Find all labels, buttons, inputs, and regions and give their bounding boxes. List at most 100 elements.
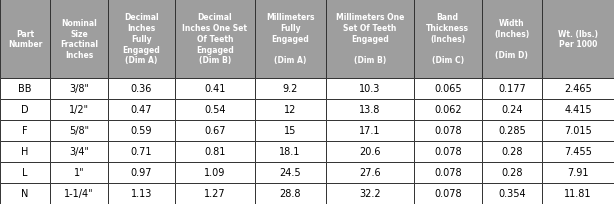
- Text: Nominal
Size
Fractinal
Inches: Nominal Size Fractinal Inches: [60, 19, 98, 60]
- Bar: [0, 141, 50, 162]
- Bar: [255, 100, 325, 120]
- Text: 1/2": 1/2": [69, 105, 89, 115]
- Text: 2.465: 2.465: [564, 84, 592, 94]
- Bar: [175, 162, 255, 183]
- Bar: [414, 183, 481, 204]
- Bar: [542, 162, 614, 183]
- Text: 12: 12: [284, 105, 297, 115]
- Text: 1.13: 1.13: [131, 188, 152, 198]
- Bar: [325, 100, 414, 120]
- Text: 0.078: 0.078: [434, 188, 462, 198]
- Bar: [325, 0, 414, 79]
- Bar: [542, 141, 614, 162]
- Bar: [255, 79, 325, 100]
- Bar: [414, 120, 481, 141]
- Bar: [50, 141, 107, 162]
- Bar: [175, 141, 255, 162]
- Text: 7.455: 7.455: [564, 147, 592, 157]
- Text: L: L: [23, 168, 28, 178]
- Text: 24.5: 24.5: [279, 168, 301, 178]
- Text: 28.8: 28.8: [279, 188, 301, 198]
- Bar: [107, 162, 175, 183]
- Text: N: N: [21, 188, 29, 198]
- Bar: [542, 0, 614, 79]
- Text: 9.2: 9.2: [282, 84, 298, 94]
- Text: 0.59: 0.59: [131, 126, 152, 136]
- Text: 0.67: 0.67: [204, 126, 226, 136]
- Bar: [50, 162, 107, 183]
- Bar: [325, 79, 414, 100]
- Text: 27.6: 27.6: [359, 168, 381, 178]
- Bar: [0, 183, 50, 204]
- Text: Wt. (lbs.)
Per 1000: Wt. (lbs.) Per 1000: [558, 29, 598, 49]
- Text: 20.6: 20.6: [359, 147, 381, 157]
- Text: 32.2: 32.2: [359, 188, 381, 198]
- Text: 3/8": 3/8": [69, 84, 89, 94]
- Bar: [481, 141, 542, 162]
- Bar: [542, 183, 614, 204]
- Bar: [0, 100, 50, 120]
- Bar: [107, 100, 175, 120]
- Text: 0.36: 0.36: [131, 84, 152, 94]
- Text: 0.062: 0.062: [434, 105, 462, 115]
- Bar: [107, 120, 175, 141]
- Bar: [414, 162, 481, 183]
- Text: 7.015: 7.015: [564, 126, 592, 136]
- Bar: [0, 0, 50, 79]
- Bar: [481, 79, 542, 100]
- Text: 0.28: 0.28: [501, 168, 523, 178]
- Bar: [255, 141, 325, 162]
- Bar: [542, 100, 614, 120]
- Text: 0.54: 0.54: [204, 105, 226, 115]
- Bar: [175, 79, 255, 100]
- Text: 0.47: 0.47: [131, 105, 152, 115]
- Bar: [481, 162, 542, 183]
- Text: 17.1: 17.1: [359, 126, 381, 136]
- Bar: [255, 162, 325, 183]
- Text: Decimal
Inches One Set
Of Teeth
Engaged
(Dim B): Decimal Inches One Set Of Teeth Engaged …: [182, 13, 247, 65]
- Text: 3/4": 3/4": [69, 147, 89, 157]
- Text: 1.27: 1.27: [204, 188, 226, 198]
- Bar: [481, 183, 542, 204]
- Text: 0.078: 0.078: [434, 147, 462, 157]
- Bar: [175, 0, 255, 79]
- Text: 0.71: 0.71: [131, 147, 152, 157]
- Text: BB: BB: [18, 84, 32, 94]
- Text: 0.354: 0.354: [498, 188, 526, 198]
- Bar: [481, 100, 542, 120]
- Text: 11.81: 11.81: [564, 188, 592, 198]
- Bar: [175, 183, 255, 204]
- Bar: [255, 0, 325, 79]
- Text: 0.28: 0.28: [501, 147, 523, 157]
- Text: 0.41: 0.41: [204, 84, 225, 94]
- Text: 0.065: 0.065: [434, 84, 462, 94]
- Bar: [542, 120, 614, 141]
- Bar: [325, 120, 414, 141]
- Bar: [255, 120, 325, 141]
- Text: Band
Thickness
(Inches)

(Dim C): Band Thickness (Inches) (Dim C): [426, 13, 469, 65]
- Bar: [481, 0, 542, 79]
- Bar: [175, 120, 255, 141]
- Bar: [50, 183, 107, 204]
- Text: 0.24: 0.24: [501, 105, 523, 115]
- Bar: [50, 79, 107, 100]
- Text: 1-1/4": 1-1/4": [64, 188, 94, 198]
- Text: 1": 1": [74, 168, 84, 178]
- Text: 1.09: 1.09: [204, 168, 225, 178]
- Text: Width
(Inches)

(Dim D): Width (Inches) (Dim D): [494, 19, 529, 60]
- Bar: [542, 79, 614, 100]
- Text: 5/8": 5/8": [69, 126, 89, 136]
- Text: Part
Number: Part Number: [8, 29, 42, 49]
- Bar: [414, 141, 481, 162]
- Bar: [50, 0, 107, 79]
- Bar: [325, 183, 414, 204]
- Text: 18.1: 18.1: [279, 147, 301, 157]
- Text: 10.3: 10.3: [359, 84, 381, 94]
- Text: H: H: [21, 147, 29, 157]
- Text: 4.415: 4.415: [564, 105, 592, 115]
- Bar: [107, 79, 175, 100]
- Text: Decimal
Inches
Fully
Engaged
(Dim A): Decimal Inches Fully Engaged (Dim A): [123, 13, 160, 65]
- Text: 0.078: 0.078: [434, 168, 462, 178]
- Text: 7.91: 7.91: [567, 168, 589, 178]
- Bar: [414, 0, 481, 79]
